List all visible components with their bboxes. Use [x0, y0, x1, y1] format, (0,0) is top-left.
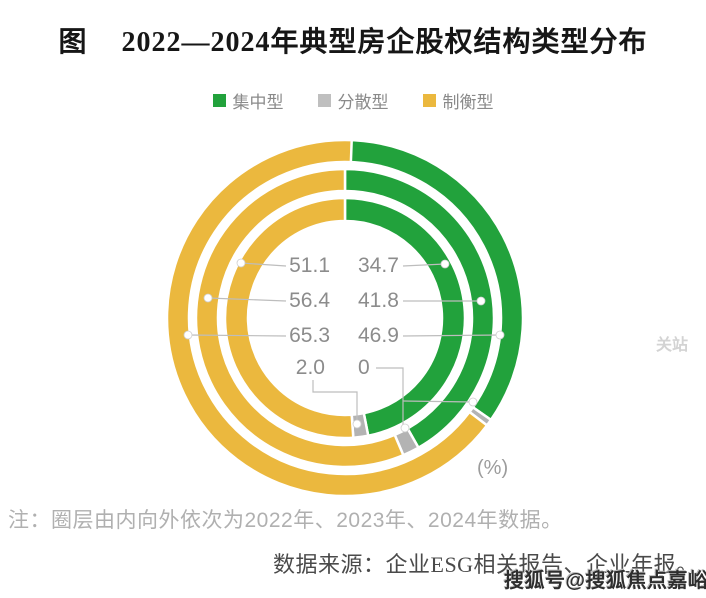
leader-line	[312, 380, 358, 424]
donut-segment	[165, 138, 489, 498]
leader-line	[402, 400, 474, 403]
leader-line	[240, 262, 287, 267]
leader-dot	[495, 330, 505, 340]
leader-dot	[400, 423, 410, 433]
leader-dot	[468, 397, 478, 407]
legend-label: 制衡型	[442, 93, 494, 112]
chart-legend: 集中型 分散型 制衡型	[0, 88, 706, 113]
label-zhiheng-1: 56.4	[289, 289, 330, 312]
watermark: 搜狐号@搜狐焦点嘉峪关站	[504, 570, 706, 592]
legend-item-2: 制衡型	[422, 88, 494, 113]
leader-dot	[476, 296, 486, 306]
watermark-edge-fragment: 关站	[656, 337, 689, 354]
leader-dot	[352, 419, 362, 429]
leader-dot	[203, 293, 213, 303]
label-zhiheng-0: 51.1	[289, 254, 330, 277]
legend-item-0: 集中型	[212, 88, 284, 113]
unit-label: (%)	[477, 457, 509, 479]
label-fensan-outer: 0	[358, 356, 370, 379]
data-source-note: 数据来源：企业ESG相关报告、企业年报。	[273, 552, 699, 577]
label-zhiheng-2: 65.3	[289, 324, 330, 347]
legend-label: 集中型	[232, 93, 284, 112]
title-text: 2022—2024年典型房企股权结构类型分布	[121, 27, 648, 58]
title-prefix: 图	[58, 27, 88, 58]
leader-line	[207, 297, 287, 302]
label-jizhong-2: 46.9	[358, 324, 399, 347]
leader-line	[402, 334, 501, 337]
legend-label: 分散型	[337, 93, 389, 112]
donut-segment	[194, 167, 405, 469]
ring-order-note: 注：圈层由内向外依次为2022年、2023年、2024年数据。	[8, 509, 563, 532]
page-title: 图 2022—2024年典型房企股权结构类型分布	[0, 20, 706, 60]
label-fensan-inner: 2.0	[295, 356, 325, 379]
leader-dot	[183, 330, 193, 340]
leader-line	[402, 263, 446, 267]
legend-swatch-icon	[422, 94, 436, 107]
legend-swatch-icon	[212, 94, 226, 107]
label-jizhong-0: 34.7	[358, 254, 399, 277]
leader-dot	[440, 259, 450, 269]
legend-swatch-icon	[317, 94, 331, 107]
leader-dot	[236, 258, 246, 268]
leader-line	[187, 334, 287, 337]
label-jizhong-1: 41.8	[358, 289, 399, 312]
legend-item-1: 分散型	[317, 88, 389, 113]
donut-segment	[223, 196, 355, 440]
